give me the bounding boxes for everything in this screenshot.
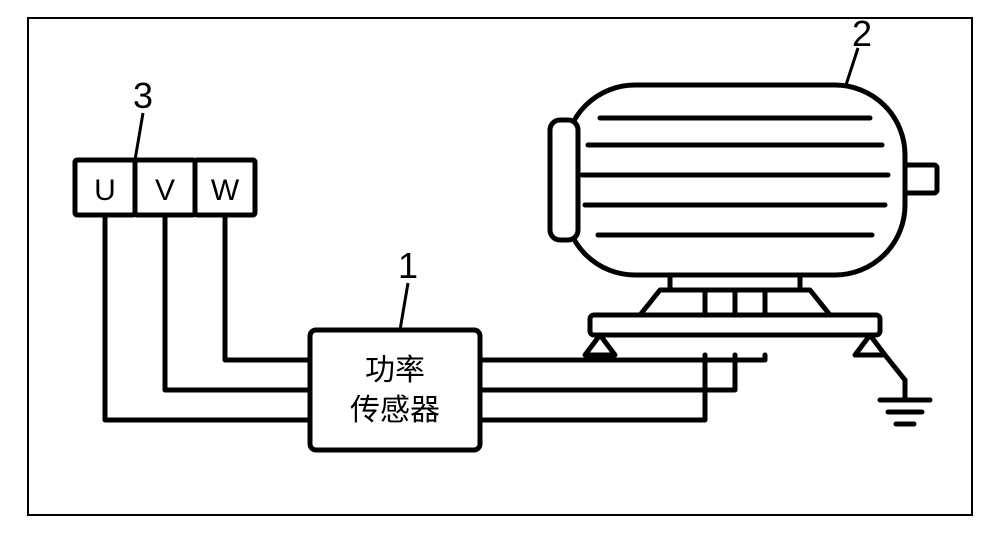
motor-terminal-leads	[705, 290, 765, 315]
power-sensor-label-1: 功率	[365, 354, 425, 387]
schematic-diagram: U V W 3 功率 传感器 1	[0, 0, 1000, 533]
phase-v-label: V	[155, 174, 175, 207]
ground-symbol	[880, 355, 930, 424]
leader-1: 1	[398, 245, 418, 330]
phase-terminal-block: U V W	[75, 160, 255, 215]
power-sensor: 功率 传感器	[310, 330, 480, 450]
ref-num-1: 1	[398, 245, 418, 286]
wires-phase-to-sensor	[105, 215, 310, 420]
ref-num-3: 3	[133, 75, 153, 116]
phase-w-label: W	[211, 174, 240, 207]
wires-sensor-to-motor	[480, 355, 765, 420]
leader-3: 3	[133, 75, 153, 160]
power-sensor-label-2: 传感器	[350, 394, 440, 427]
phase-u-label: U	[94, 174, 116, 207]
motor	[550, 85, 937, 355]
ref-num-2: 2	[852, 13, 872, 54]
leader-2: 2	[845, 13, 872, 88]
